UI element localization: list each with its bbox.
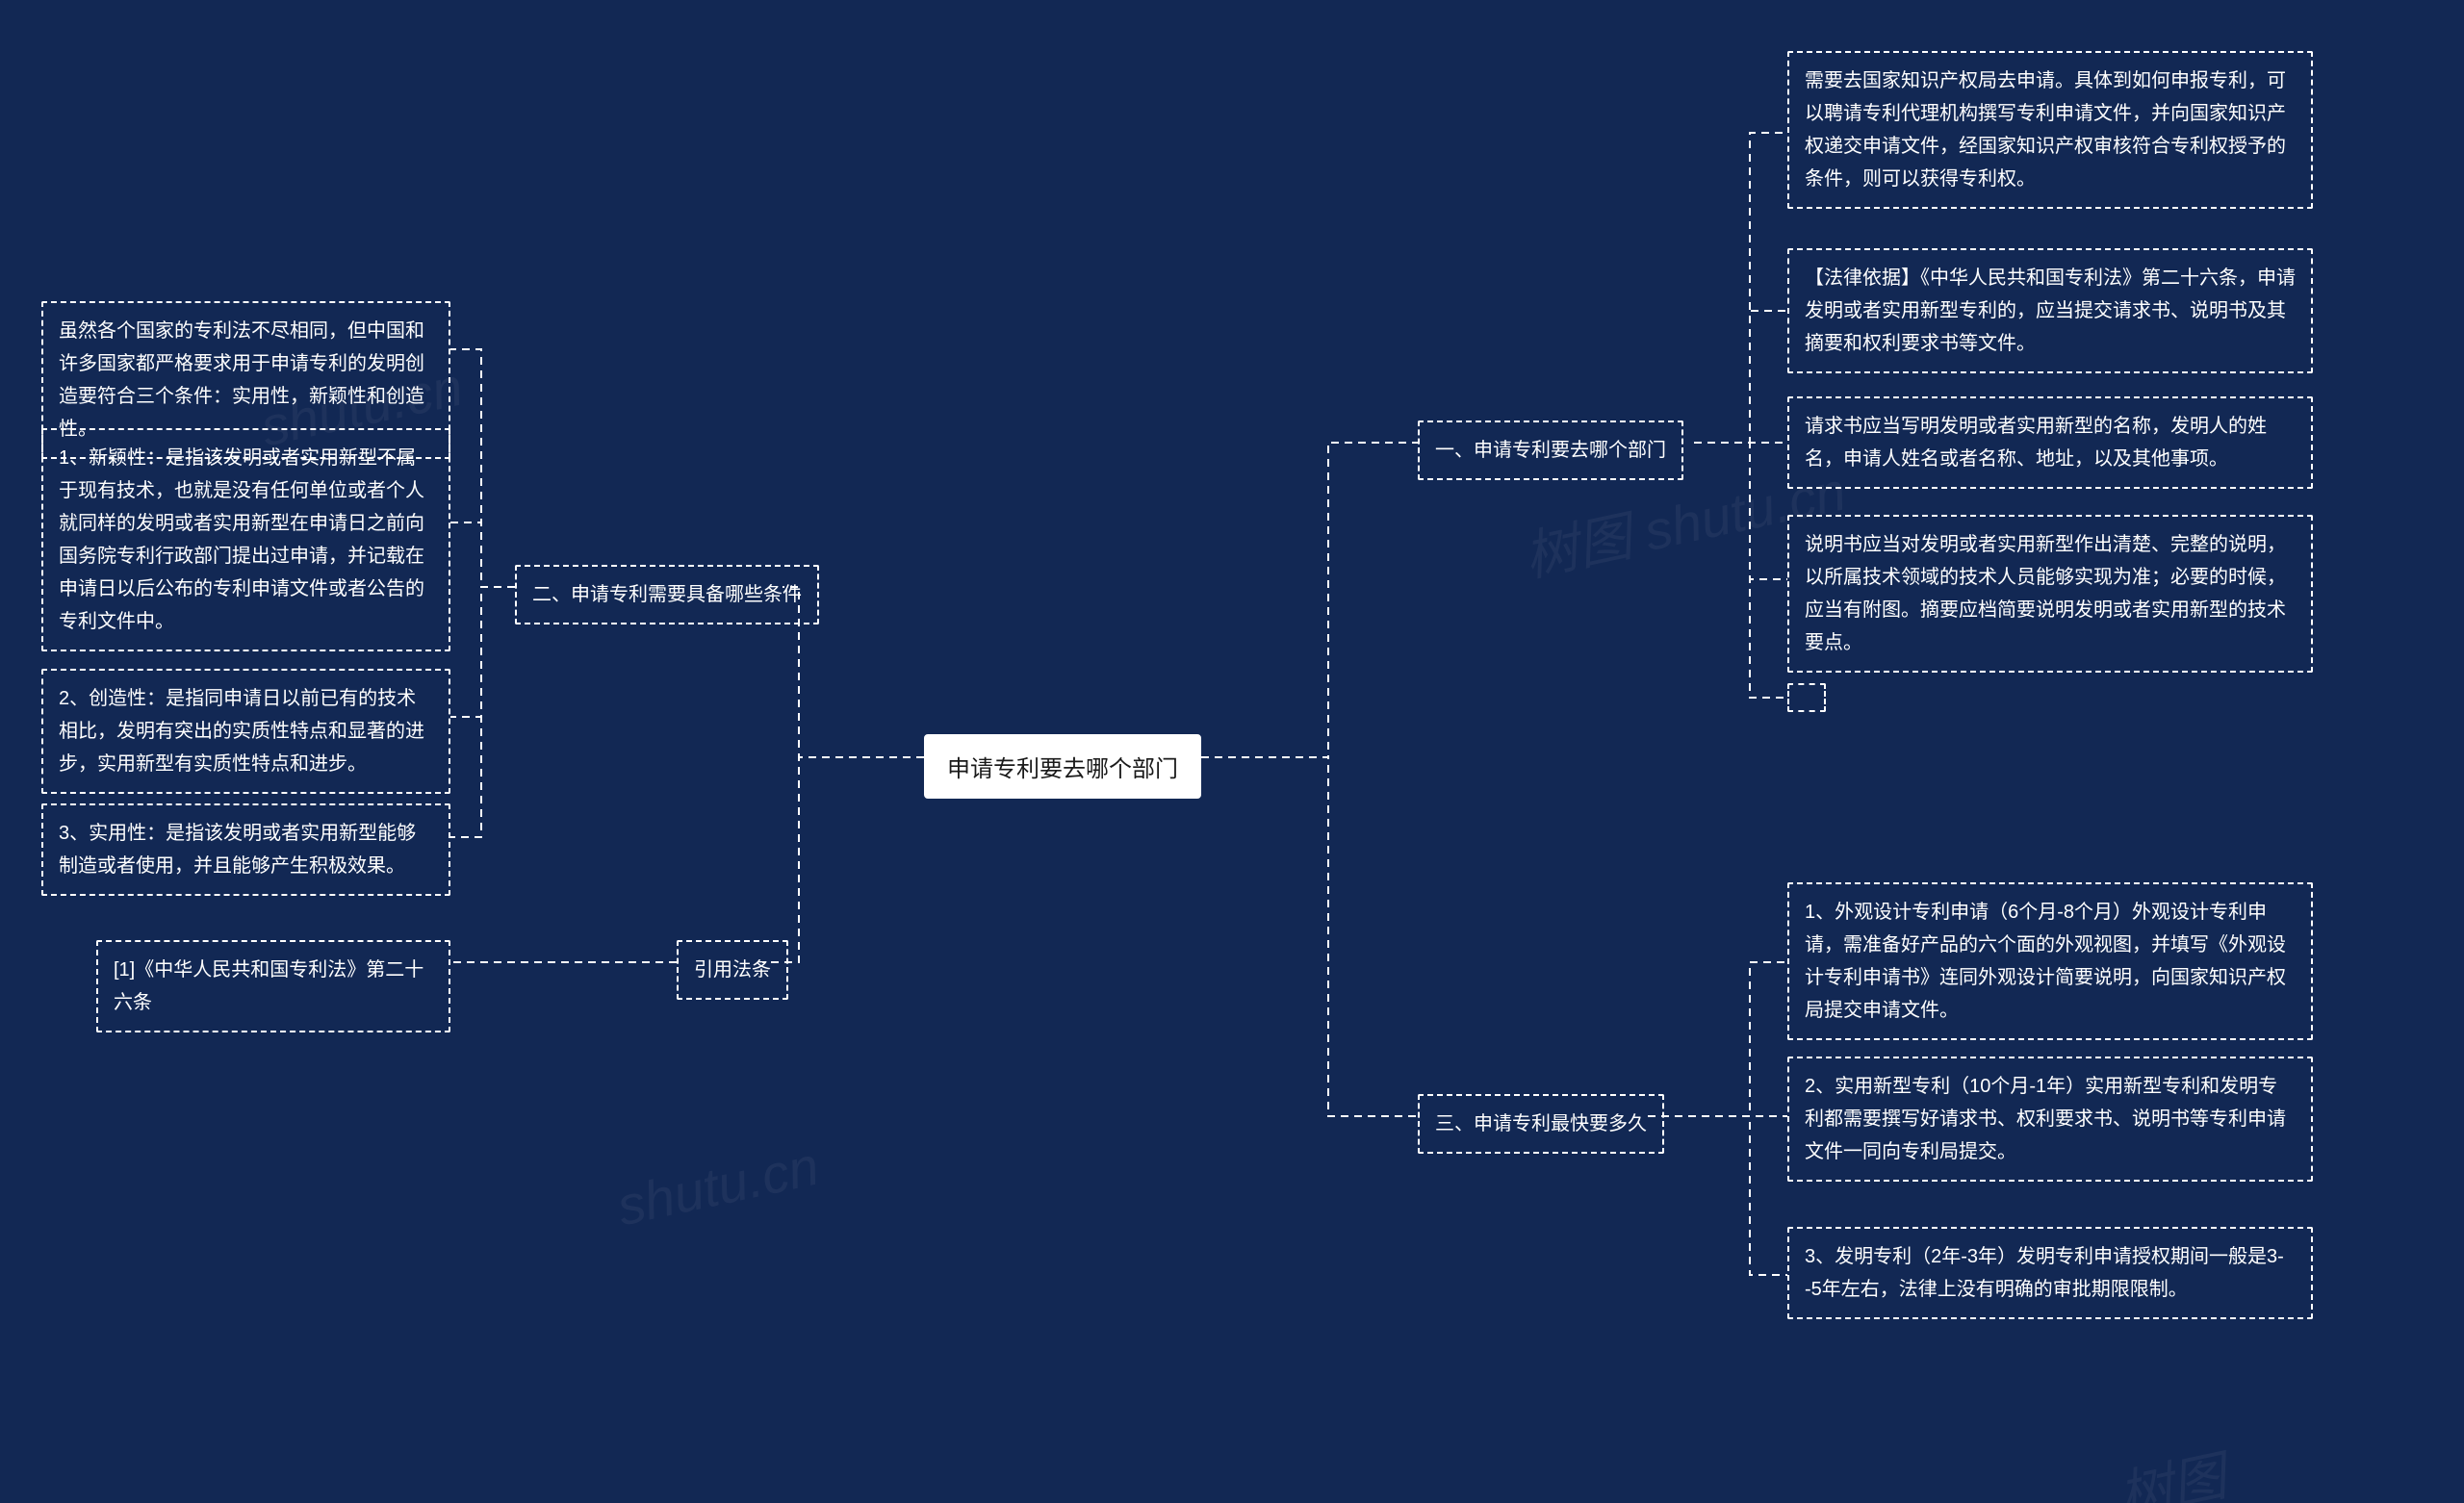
branch-4: 引用法条 [677, 940, 788, 1000]
leaf-b1-3: 请求书应当写明发明或者实用新型的名称，发明人的姓名，申请人姓名或者名称、地址，以… [1787, 396, 2313, 489]
leaf-b2-4: 3、实用性：是指该发明或者实用新型能够制造或者使用，并且能够产生积极效果。 [41, 803, 450, 896]
leaf-b1-1: 需要去国家知识产权局去申请。具体到如何申报专利，可以聘请专利代理机构撰写专利申请… [1787, 51, 2313, 209]
leaf-b1-5 [1787, 683, 1826, 712]
watermark: 树图 [2111, 1433, 2232, 1503]
branch-2: 二、申请专利需要具备哪些条件 [515, 565, 819, 624]
leaf-b2-2: 1、新颖性：是指该发明或者实用新型不属于现有技术，也就是没有任何单位或者个人就同… [41, 428, 450, 651]
leaf-b3-3: 3、发明专利（2年-3年）发明专利申请授权期间一般是3--5年左右，法律上没有明… [1787, 1227, 2313, 1319]
leaf-b3-2: 2、实用新型专利（10个月-1年）实用新型专利和发明专利都需要撰写好请求书、权利… [1787, 1057, 2313, 1182]
leaf-b4-1: [1]《中华人民共和国专利法》第二十六条 [96, 940, 450, 1032]
branch-3: 三、申请专利最快要多久 [1418, 1094, 1664, 1154]
leaf-b1-2: 【法律依据】《中华人民共和国专利法》第二十六条，申请发明或者实用新型专利的，应当… [1787, 248, 2313, 373]
leaf-b1-4: 说明书应当对发明或者实用新型作出清楚、完整的说明，以所属技术领域的技术人员能够实… [1787, 515, 2313, 673]
watermark: shutu.cn [612, 1134, 825, 1238]
branch-1: 一、申请专利要去哪个部门 [1418, 420, 1683, 480]
root-node: 申请专利要去哪个部门 [924, 734, 1201, 799]
leaf-b3-1: 1、外观设计专利申请（6个月-8个月）外观设计专利申请，需准备好产品的六个面的外… [1787, 882, 2313, 1040]
leaf-b2-3: 2、创造性：是指同申请日以前已有的技术相比，发明有突出的实质性特点和显著的进步，… [41, 669, 450, 794]
